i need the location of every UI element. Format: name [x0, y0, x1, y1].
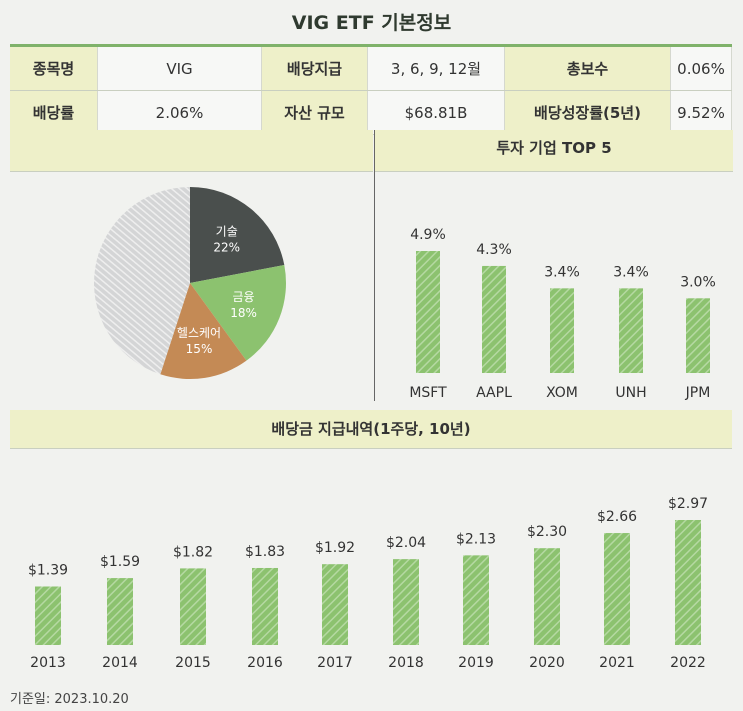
bar	[393, 559, 419, 645]
x-tick-label: 2018	[388, 655, 424, 671]
bar	[252, 567, 278, 645]
value-cell: 3, 6, 9, 12월	[367, 45, 505, 91]
bar	[686, 298, 710, 373]
bar-value-label: $2.13	[456, 531, 496, 547]
bar-value-label: $1.59	[100, 554, 140, 570]
pie-slice	[190, 187, 285, 283]
pie-value: 22%	[213, 241, 240, 255]
x-tick-label: 2016	[247, 655, 283, 671]
bar	[416, 251, 440, 373]
x-tick-label: MSFT	[409, 385, 447, 401]
value-cell: $68.81B	[367, 90, 505, 135]
value-cell: 2.06%	[97, 90, 262, 135]
bar	[604, 533, 630, 645]
top5-title: 투자 기업 TOP 5	[374, 130, 733, 172]
x-tick-label: 2019	[458, 655, 494, 671]
label-cell: 배당지급	[261, 45, 368, 91]
table-row: 종목명 VIG 배당지급 3, 6, 9, 12월 총보수 0.06%	[10, 45, 732, 91]
x-tick-label: 2022	[670, 655, 706, 671]
x-tick-label: 2017	[317, 655, 353, 671]
pie-slice	[160, 283, 247, 379]
dividend-title: 배당금 지급내역(1주당, 10년)	[10, 410, 732, 449]
value-cell: 0.06%	[670, 45, 732, 91]
footer-date: 기준일: 2023.10.20	[10, 692, 129, 707]
bar	[550, 288, 574, 373]
x-tick-label: 2015	[175, 655, 211, 671]
page-title: VIG ETF 기본정보	[291, 12, 452, 34]
bar-value-label: $2.04	[386, 535, 426, 551]
bar-value-label: $2.66	[597, 509, 637, 525]
x-tick-label: 2021	[599, 655, 635, 671]
bar-value-label: 3.0%	[680, 274, 716, 290]
bar-value-label: 3.4%	[544, 264, 580, 280]
x-tick-label: JPM	[685, 385, 711, 401]
x-tick-label: 2013	[30, 655, 66, 671]
pie-label: 기술	[216, 225, 238, 239]
pie-value: 15%	[186, 342, 213, 356]
bar	[619, 288, 643, 373]
bar	[180, 568, 206, 645]
x-tick-label: 2014	[102, 655, 138, 671]
bar-value-label: $1.83	[245, 544, 285, 560]
bar	[107, 578, 133, 645]
label-cell: 자산 규모	[261, 90, 368, 135]
pie-slice	[190, 265, 286, 361]
bar	[482, 265, 506, 373]
value-cell: VIG	[97, 45, 262, 91]
pie-value: 18%	[230, 306, 257, 320]
label-cell: 배당성장률(5년)	[504, 90, 671, 135]
bar	[463, 555, 489, 645]
info-table: 종목명 VIG 배당지급 3, 6, 9, 12월 총보수 0.06% 배당률 …	[10, 44, 732, 135]
bar-value-label: $1.82	[173, 544, 213, 560]
bar	[322, 564, 348, 645]
bar	[675, 520, 701, 645]
bar-value-label: 4.9%	[410, 227, 446, 243]
table-row: 배당률 2.06% 자산 규모 $68.81B 배당성장률(5년) 9.52%	[10, 90, 732, 135]
bar-value-label: 4.3%	[476, 242, 512, 258]
x-tick-label: AAPL	[476, 385, 512, 401]
label-cell: 총보수	[504, 45, 671, 91]
x-tick-label: XOM	[546, 385, 578, 401]
sector-band	[10, 130, 373, 172]
pie-label: 금융	[233, 290, 255, 304]
bar-value-label: $1.92	[315, 540, 355, 556]
pie-slice	[94, 187, 190, 375]
x-tick-label: 2020	[529, 655, 565, 671]
value-cell: 9.52%	[670, 90, 732, 135]
bar-value-label: $2.30	[527, 524, 567, 540]
bar-value-label: $2.97	[668, 496, 708, 512]
divider	[374, 171, 375, 401]
bar	[534, 548, 560, 645]
label-cell: 종목명	[10, 45, 98, 91]
pie-label: 헬스케어	[177, 326, 221, 340]
bar-value-label: 3.4%	[613, 264, 649, 280]
bar	[35, 586, 61, 645]
bar-value-label: $1.39	[28, 562, 68, 578]
label-cell: 배당률	[10, 90, 98, 135]
x-tick-label: UNH	[615, 385, 646, 401]
